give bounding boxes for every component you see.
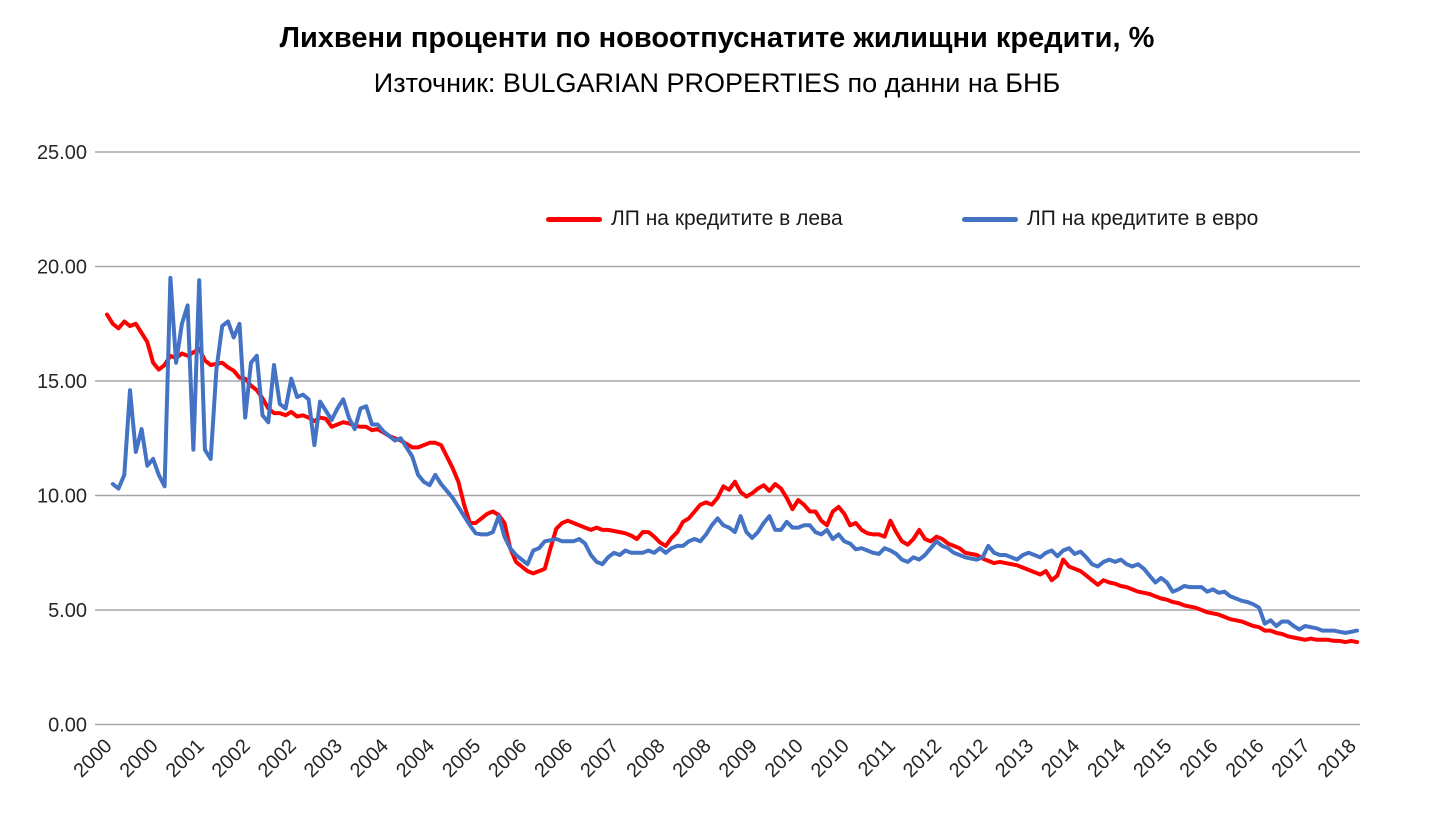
y-tick-label: 5.00 — [48, 600, 87, 622]
x-tick-label: 2002 — [208, 735, 255, 782]
x-tick-label: 2000 — [116, 735, 163, 782]
legend-label-eur: ЛП на кредитите в евро — [1027, 207, 1259, 230]
legend-item-eur: ЛП на кредитите в евро — [962, 205, 1258, 233]
y-tick-label: 20.00 — [37, 257, 87, 279]
x-tick-label: 2017 — [1268, 735, 1315, 782]
x-tick-label: 2018 — [1314, 735, 1361, 782]
legend-line-sample-bgn — [546, 216, 602, 222]
x-tick-label: 2014 — [1037, 735, 1084, 782]
x-tick-label: 2010 — [807, 735, 854, 782]
x-tick-label: 2012 — [945, 735, 992, 782]
x-tick-label: 2007 — [576, 735, 623, 782]
x-tick-label: 2009 — [715, 735, 762, 782]
x-tick-label: 2004 — [392, 735, 439, 782]
y-tick-label: 10.00 — [37, 486, 87, 508]
legend-label-bgn: ЛП на кредитите в лева — [611, 207, 843, 230]
series-line-eur — [110, 275, 1359, 635]
x-tick-label: 2001 — [162, 735, 209, 782]
x-tick-label: 2015 — [1129, 735, 1176, 782]
x-tick-label: 2003 — [300, 735, 347, 782]
y-tick-label: 15.00 — [37, 371, 87, 393]
x-tick-label: 2008 — [623, 735, 670, 782]
series-line-bgn — [105, 312, 1359, 645]
x-tick-label: 2016 — [1176, 735, 1223, 782]
x-tick-label: 2014 — [1083, 735, 1130, 782]
x-tick-label: 2004 — [346, 735, 393, 782]
x-tick-label: 2016 — [1222, 735, 1269, 782]
x-tick-label: 2006 — [530, 735, 577, 782]
x-tick-label: 2000 — [70, 735, 117, 782]
x-tick-label: 2008 — [669, 735, 716, 782]
chart-subtitle: Източник: BULGARIAN PROPERTIES по данни … — [373, 68, 1061, 98]
legend-item-bgn: ЛП на кредитите в лева — [546, 205, 843, 233]
legend-line-sample-eur — [962, 216, 1018, 222]
x-tick-label: 2011 — [854, 735, 900, 781]
x-tick-label: 2013 — [991, 735, 1038, 782]
x-tick-label: 2002 — [254, 735, 301, 782]
x-tick-label: 2006 — [484, 735, 531, 782]
y-tick-label: 0.00 — [48, 715, 87, 737]
chart-title: Лихвени проценти по новоотпуснатите жили… — [279, 22, 1155, 54]
x-tick-label: 2010 — [761, 735, 808, 782]
y-tick-label: 25.00 — [37, 142, 87, 164]
x-tick-label: 2012 — [899, 735, 946, 782]
x-tick-label: 2005 — [438, 735, 485, 782]
